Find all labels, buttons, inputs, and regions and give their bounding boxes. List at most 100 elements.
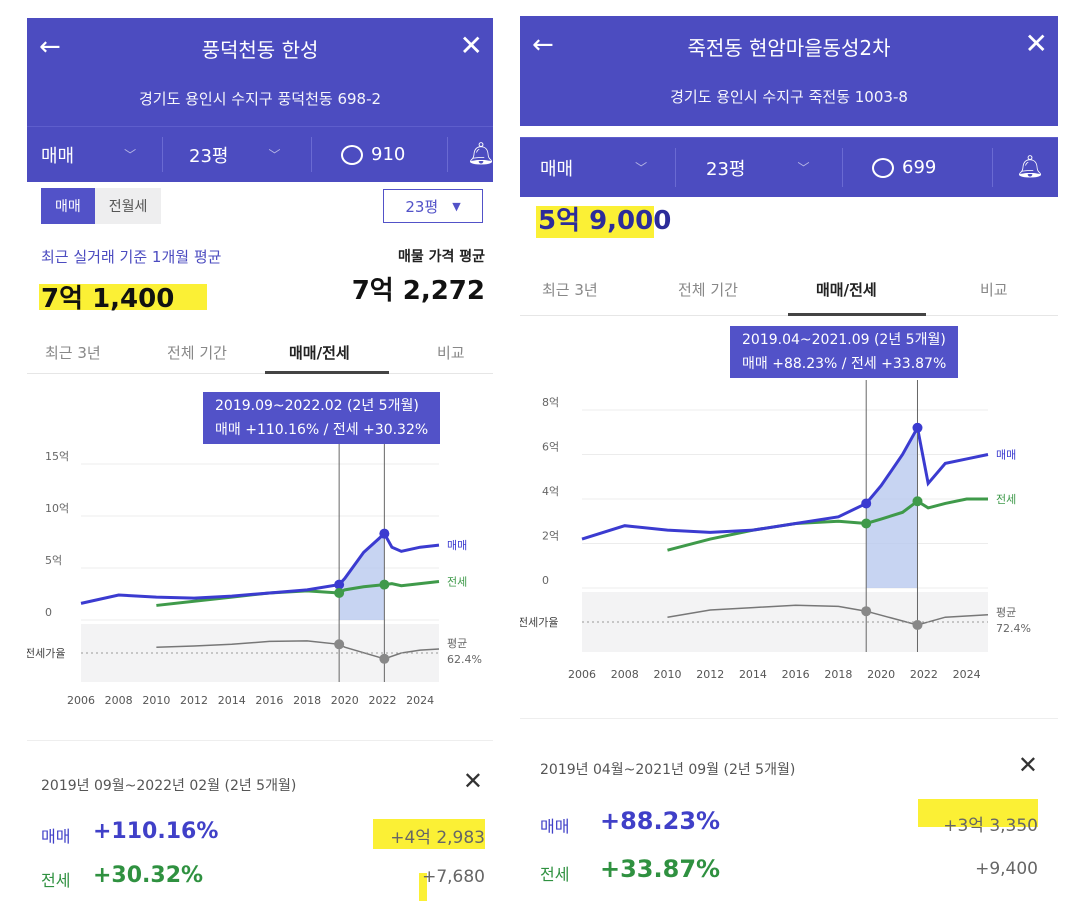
right-filter-bar: 매매 ﹀ 23평 ﹀ 699 🔔︎: [520, 137, 1058, 197]
tab-recent-3y[interactable]: 최근 3년: [45, 343, 101, 362]
highlight-marker: [419, 873, 427, 901]
x-tick-label: 2024: [406, 694, 434, 707]
right-page-title: 죽전동 현암마을동성2차: [687, 36, 891, 60]
chevron-down-icon: ﹀: [124, 148, 137, 162]
close-icon[interactable]: ✕: [1024, 27, 1048, 60]
ratio-range-point: [861, 606, 872, 617]
sale-label: 매매: [41, 827, 71, 846]
toggle-sale[interactable]: 매매: [41, 188, 95, 224]
ratio-band: [81, 624, 439, 682]
tab-compare[interactable]: 비교: [980, 280, 1008, 299]
tab-all-period[interactable]: 전체 기간: [678, 280, 738, 299]
size-dropdown[interactable]: 23평 ▼: [383, 189, 483, 223]
tab-sale-jeonse[interactable]: 매매/전세: [816, 280, 877, 299]
size-select[interactable]: 23평 ﹀: [189, 145, 281, 167]
close-summary-icon[interactable]: ✕: [1017, 751, 1038, 779]
x-tick-label: 2012: [180, 694, 208, 707]
left-filter-bar: 매매 ﹀ 23평 ﹀ 910 🔔︎: [27, 126, 493, 182]
tab-compare[interactable]: 비교: [437, 343, 465, 362]
x-tick-label: 2006: [67, 694, 95, 707]
series-jeonse-label: 전세: [447, 576, 467, 589]
y-tick-label: 5억: [45, 554, 62, 567]
ratio-range-point: [912, 620, 923, 630]
left-price-chart[interactable]: 15억 10억 5억 0 2006 2008 2010 2012 2014 2016 2018 202…: [27, 380, 493, 720]
jeonse-change-pct: +33.87%: [600, 855, 721, 883]
recent-price-label: 최근 실거래 기준 1개월 평균: [41, 248, 222, 266]
y-tick-label: 0: [45, 606, 52, 619]
caret-down-icon: ▼: [452, 199, 461, 213]
left-summary: 2019년 09월~2022년 02월 (2년 5개월) ✕ 매매 +110.1…: [27, 740, 493, 914]
series-sale-label: 매매: [447, 539, 467, 552]
x-tick-label: 2016: [782, 668, 810, 681]
x-tick-label: 2008: [611, 668, 639, 681]
highlight-marker: [918, 799, 1038, 827]
y-tick-label: 6억: [542, 441, 559, 454]
tab-sale-jeonse[interactable]: 매매/전세: [289, 343, 350, 362]
average-value: 72.4%: [996, 622, 1031, 635]
x-tick-label: 2014: [739, 668, 767, 681]
sale-change-amount: +4억 2,983: [390, 828, 485, 848]
x-tick-label: 2016: [255, 694, 283, 707]
size-select[interactable]: 23평 ﹀: [706, 158, 810, 180]
x-tick-label: 2024: [953, 668, 981, 681]
jeonse-range-point: [379, 579, 390, 590]
x-tick-label: 2006: [568, 668, 596, 681]
jeonse-change-amount: +7,680: [422, 867, 485, 887]
chat-bubble-icon: [341, 144, 363, 165]
close-summary-icon[interactable]: ✕: [462, 767, 483, 795]
deal-type-select[interactable]: 매매 ﹀: [540, 158, 648, 180]
series-jeonse-line: [667, 497, 988, 552]
listing-price: 7억 2,272: [351, 276, 485, 306]
sale-range-point: [334, 579, 345, 590]
right-range-tooltip: 2019.04~2021.09 (2년 5개월) 매매 +88.23% / 전세…: [730, 326, 959, 378]
x-tick-label: 2010: [142, 694, 170, 707]
right-listing-panel: ← 죽전동 현암마을동성2차 ✕ 경기도 용인시 수지구 죽전동 1003-8 …: [520, 0, 1058, 914]
recent-price: 7억 1,400: [41, 284, 175, 314]
summary-range: 2019년 09월~2022년 02월 (2년 5개월): [41, 778, 297, 794]
x-tick-label: 2014: [218, 694, 246, 707]
deal-type-select[interactable]: 매매 ﹀: [41, 145, 137, 167]
average-value: 62.4%: [447, 653, 482, 666]
sale-change-pct: +88.23%: [600, 807, 721, 835]
back-arrow-icon[interactable]: ←: [532, 30, 554, 60]
right-summary: 2019년 04월~2021년 09월 (2년 5개월) ✕ 매매 +88.23…: [520, 718, 1058, 914]
y-tick-label: 10억: [45, 502, 69, 515]
x-tick-label: 2022: [910, 668, 938, 681]
y-tick-label: 15억: [45, 450, 69, 463]
left-header: ← 풍덕천동 한성 ✕ 경기도 용인시 수지구 풍덕천동 698-2: [27, 18, 493, 126]
sale-label: 매매: [540, 817, 570, 836]
comments-button[interactable]: 910: [341, 127, 405, 182]
series-sale-line: [581, 423, 989, 541]
tab-all-period[interactable]: 전체 기간: [167, 343, 227, 362]
x-tick-label: 2018: [824, 668, 852, 681]
right-price-chart[interactable]: 8억 6억 4억 2억 0 2006 2008 2010 2012 2014 2016 2018 202…: [520, 320, 1058, 720]
sale-range-point: [861, 498, 872, 509]
chart-tabs: 최근 3년 전체 기간 매매/전세 비교: [520, 262, 1058, 316]
left-range-tooltip: 2019.09~2022.02 (2년 5개월) 매매 +110.16% / 전…: [203, 392, 441, 444]
series-sale-label: 매매: [996, 449, 1016, 462]
x-tick-label: 2020: [867, 668, 895, 681]
highlight-area: [339, 533, 385, 620]
back-arrow-icon[interactable]: ←: [39, 32, 61, 62]
left-listing-panel: ← 풍덕천동 한성 ✕ 경기도 용인시 수지구 풍덕천동 698-2 매매 ﹀ 2…: [27, 0, 493, 914]
bell-icon[interactable]: 🔔︎: [467, 142, 493, 167]
tab-recent-3y[interactable]: 최근 3년: [542, 280, 598, 299]
sale-change-amount: +3억 3,350: [943, 816, 1038, 836]
highlight-marker: [536, 206, 654, 238]
average-label: 평균: [996, 606, 1016, 619]
ratio-range-point: [379, 653, 390, 664]
jeonse-label: 전세: [41, 871, 71, 890]
close-icon[interactable]: ✕: [459, 29, 483, 62]
sale-price: 5억 9,000: [538, 206, 672, 236]
ratio-line: [667, 604, 989, 626]
series-jeonse-line: [156, 580, 440, 607]
jeonse-change-pct: +30.32%: [93, 863, 204, 888]
series-jeonse-label: 전세: [996, 493, 1016, 506]
y-tick-label: 4억: [542, 485, 559, 498]
x-tick-label: 2010: [653, 668, 681, 681]
toggle-rent[interactable]: 전월세: [94, 188, 162, 224]
bell-icon[interactable]: 🔔︎: [1016, 155, 1044, 180]
comments-button[interactable]: 699: [872, 138, 936, 197]
left-page-title: 풍덕천동 한성: [201, 38, 319, 62]
sale-range-point: [912, 422, 923, 433]
